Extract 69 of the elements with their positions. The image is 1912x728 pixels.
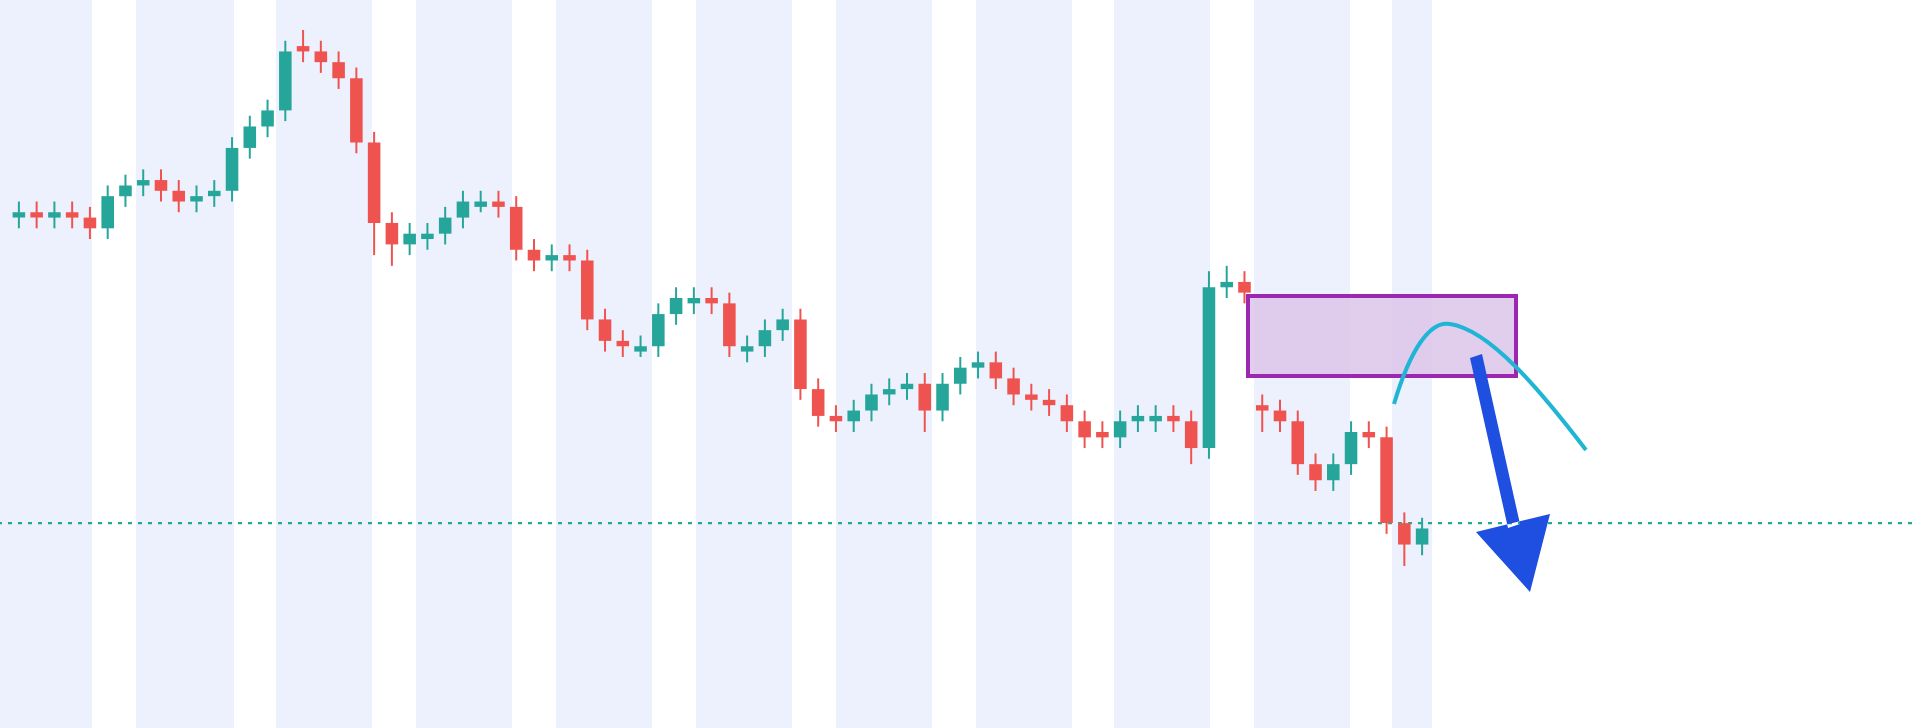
candlestick — [758, 318, 772, 358]
candlestick — [1007, 366, 1020, 407]
candlestick — [65, 200, 79, 230]
candlestick — [900, 372, 914, 401]
candlestick — [616, 329, 630, 358]
candlestick — [385, 211, 399, 267]
candlestick — [971, 350, 985, 380]
candlestick — [989, 350, 1003, 391]
candlestick — [119, 173, 132, 208]
candlestick — [261, 98, 274, 139]
candlestick — [1398, 511, 1411, 567]
candlestick — [865, 382, 878, 423]
candlestick — [1238, 270, 1251, 305]
candlestick — [847, 398, 860, 433]
candlestick — [723, 291, 736, 358]
candlestick — [296, 29, 310, 64]
candlestick — [438, 205, 452, 246]
candlestick — [1309, 452, 1322, 492]
candlestick — [48, 200, 61, 230]
candlestick — [421, 221, 434, 251]
candlestick — [1113, 409, 1127, 450]
candlestick — [1255, 393, 1269, 433]
candlestick — [954, 355, 967, 396]
candlestick — [918, 372, 932, 433]
candlestick — [776, 307, 789, 342]
candlestick — [1025, 382, 1038, 412]
candlestick — [563, 243, 576, 273]
candlestick — [882, 377, 896, 407]
candlestick — [705, 286, 718, 316]
candlestick — [811, 377, 825, 428]
candlestick — [154, 168, 168, 203]
candlestick — [634, 334, 647, 358]
candlestick — [243, 114, 257, 160]
candlestick — [829, 404, 843, 433]
candlestick — [1060, 393, 1074, 433]
candlestick — [936, 372, 949, 423]
candlestick — [1344, 420, 1358, 476]
candlestick — [669, 286, 683, 326]
candlestick — [172, 179, 186, 214]
candlestick — [332, 50, 345, 90]
candlestick — [1291, 409, 1305, 476]
candlestick — [740, 334, 754, 364]
candlestick — [652, 302, 665, 358]
candlestick — [12, 200, 26, 230]
candlestick — [545, 243, 559, 273]
candlestick — [1362, 420, 1376, 450]
candlestick — [1131, 404, 1145, 433]
candlestick — [509, 195, 523, 262]
candlestick — [136, 168, 150, 198]
candlestick — [101, 184, 114, 241]
candlestick — [687, 286, 701, 316]
candlestick — [1220, 264, 1233, 299]
candlestick — [30, 200, 43, 230]
candlestick — [403, 221, 416, 257]
candlestick — [598, 307, 612, 353]
candlestick — [492, 189, 505, 219]
candlestick — [1149, 404, 1162, 433]
candlestick — [1042, 388, 1056, 417]
candlestick — [314, 39, 328, 74]
candlestick — [225, 136, 239, 203]
candlestick — [1327, 452, 1340, 492]
candlestick — [190, 184, 203, 214]
candlestick — [474, 189, 487, 214]
candlestick — [456, 189, 470, 230]
candlestick — [207, 179, 221, 208]
candlestick — [1078, 409, 1091, 450]
candlestick — [1184, 409, 1198, 466]
candlestick — [1167, 404, 1180, 433]
candlestick — [1096, 420, 1109, 450]
